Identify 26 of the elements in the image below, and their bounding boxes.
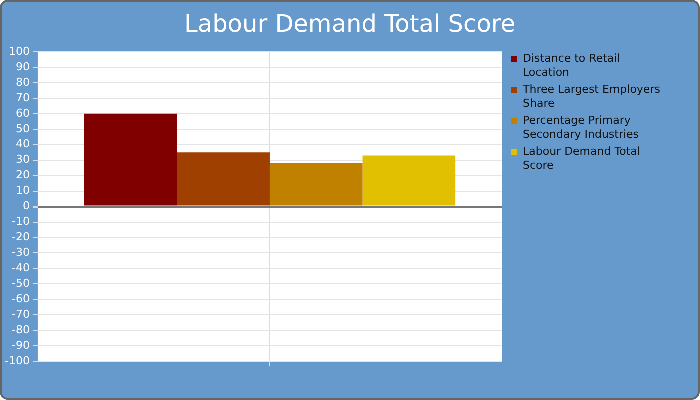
y-tick-label: 60 [16,106,30,120]
y-tick-label: -90 [12,338,30,352]
chart-title: Labour Demand Total Score [183,10,516,38]
y-tick-label: 40 [16,138,30,151]
y-tick-label: -10 [12,215,30,228]
y-tick-label: 90 [16,60,30,74]
y-tick-label: 10 [16,184,30,198]
y-tick-label: 0 [22,200,30,213]
y-tick-label: -20 [12,230,30,244]
y-tick-label: 80 [16,76,30,89]
legend-label: Distance to Retail Location [523,52,622,80]
y-tick-label: -60 [12,292,30,306]
y-tick-label: -40 [12,262,30,275]
y-tick-label: 100 [8,44,30,58]
y-tick-label: -70 [12,308,30,322]
y-tick-label: 30 [16,153,30,166]
y-tick-label: 20 [16,168,30,182]
y-tick-label: -30 [12,246,30,260]
y-tick-label: -80 [12,324,30,336]
y-tick-label: 70 [16,91,30,104]
legend-label: Three Largest Employers Share [523,83,662,111]
legend-label: Percentage Primary Secondary Industries [523,114,640,142]
legend-label: Labour Demand Total Score [523,145,642,173]
y-tick-label: -50 [12,277,30,290]
y-tick-label: 50 [16,122,30,136]
y-tick-label: -100 [4,354,30,368]
